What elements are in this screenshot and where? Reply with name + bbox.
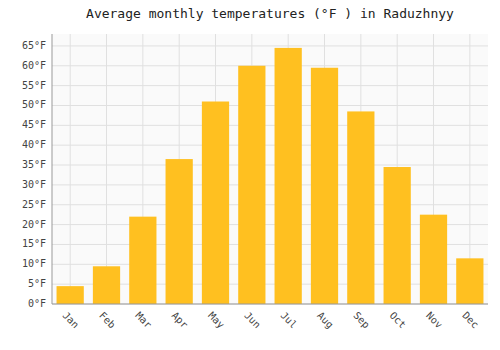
- bar: [57, 286, 84, 304]
- bar: [129, 217, 156, 304]
- x-tick-label: Jul: [279, 310, 300, 331]
- y-tick-label: 35°F: [22, 159, 46, 170]
- y-grid-line: [52, 105, 488, 106]
- y-tick-label: 40°F: [22, 139, 46, 150]
- x-tick-label: Sep: [351, 310, 372, 331]
- bar: [456, 258, 483, 304]
- x-tick-label: Jun: [242, 310, 263, 331]
- y-grid-line: [52, 304, 488, 305]
- x-tick-label: Feb: [97, 310, 118, 331]
- bar: [166, 159, 193, 304]
- x-axis-line: [52, 304, 488, 305]
- bar: [238, 66, 265, 304]
- plot-area: [52, 34, 488, 304]
- y-tick-label: 30°F: [22, 179, 46, 190]
- title: Average monthly temperatures (°F ) in Ra…: [86, 6, 454, 21]
- y-tick-label: 50°F: [22, 99, 46, 110]
- x-tick-label: Aug: [315, 310, 336, 331]
- bar: [93, 266, 120, 304]
- x-tick-label: Nov: [424, 310, 445, 331]
- y-grid-line: [52, 145, 488, 146]
- y-grid-line: [52, 85, 488, 86]
- y-tick-label: 5°F: [28, 278, 46, 289]
- bar: [384, 167, 411, 304]
- y-tick-label: 25°F: [22, 199, 46, 210]
- y-tick-label: 60°F: [22, 60, 46, 71]
- y-grid-line: [52, 165, 488, 166]
- y-tick-label: 65°F: [22, 40, 46, 51]
- y-tick-label: 55°F: [22, 80, 46, 91]
- x-tick-label: Jan: [61, 310, 82, 331]
- x-tick-label: Mar: [133, 310, 154, 331]
- bar: [311, 68, 338, 304]
- bar: [202, 102, 229, 305]
- y-axis-line: [52, 34, 53, 304]
- x-tick-label: Apr: [170, 310, 191, 331]
- y-grid-line: [52, 204, 488, 205]
- y-tick-label: 0°F: [28, 298, 46, 309]
- y-grid-line: [52, 45, 488, 46]
- grid: [52, 34, 488, 304]
- x-tick-label: Dec: [460, 310, 481, 331]
- bar: [347, 111, 374, 304]
- bar: [275, 48, 302, 304]
- y-tick-label: 10°F: [22, 258, 46, 269]
- y-grid-line: [52, 184, 488, 185]
- y-tick-label: 45°F: [22, 119, 46, 130]
- x-tick-label: May: [206, 310, 227, 331]
- bar: [420, 215, 447, 304]
- x-grid-line: [70, 34, 71, 304]
- y-tick-label: 15°F: [22, 238, 46, 249]
- chart: 0°F 5°F 10°F 15°F 20°F 25°F 30°F 35°F 40°F 45°F 50…: [0, 0, 500, 350]
- axes: 0°F 5°F 10°F 15°F 20°F 25°F 30°F 35°F 40°F 45°F 50…: [22, 40, 481, 330]
- y-grid-line: [52, 65, 488, 66]
- x-tick-label: Oct: [388, 310, 409, 331]
- bars: [57, 48, 484, 304]
- y-grid-line: [52, 125, 488, 126]
- y-tick-label: 20°F: [22, 219, 46, 230]
- x-grid-line: [106, 34, 107, 304]
